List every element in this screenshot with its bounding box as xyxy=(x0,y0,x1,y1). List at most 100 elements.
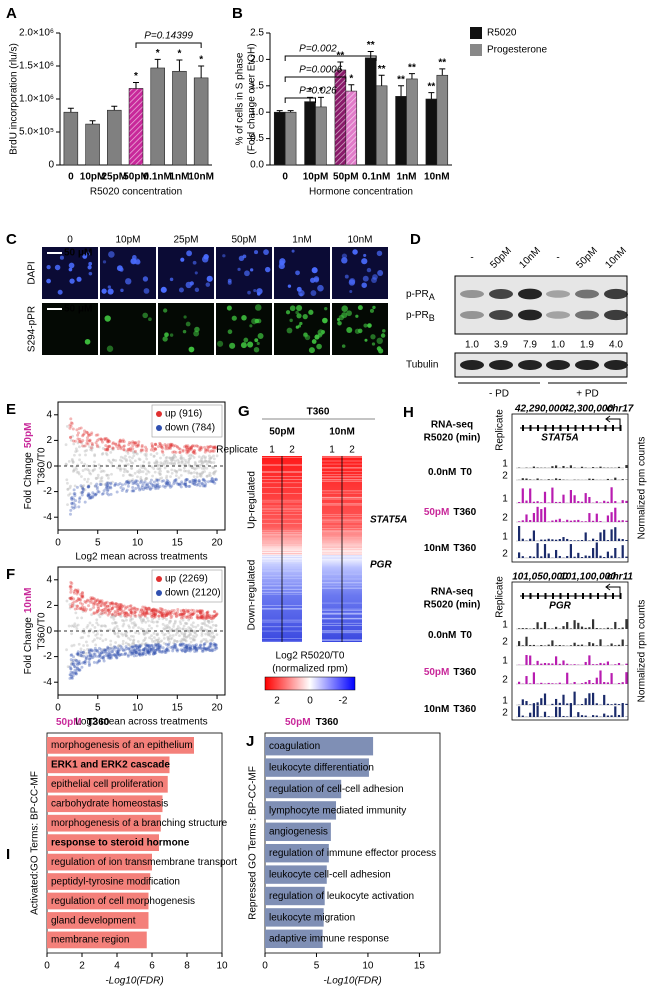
y-tick-label: 2.5 xyxy=(250,28,264,39)
cloud-point xyxy=(98,637,102,641)
cloud-point xyxy=(92,601,96,605)
panel-letter: J xyxy=(246,733,254,750)
cloud-point xyxy=(80,485,84,489)
coverage-bar xyxy=(599,521,602,522)
cloud-point xyxy=(192,638,196,642)
coverage-bar xyxy=(617,628,621,629)
cloud-point xyxy=(129,634,133,638)
cloud-point xyxy=(206,647,210,651)
cloud-point xyxy=(130,609,134,613)
cloud-point xyxy=(111,441,115,445)
cloud-point xyxy=(176,458,180,462)
condition-dose: 10nM xyxy=(424,704,450,715)
cloud-point xyxy=(88,608,92,612)
coverage-bar xyxy=(617,520,621,522)
cloud-point xyxy=(208,459,211,463)
cloud-point xyxy=(119,604,123,608)
cloud-point xyxy=(187,608,191,612)
cloud-point xyxy=(194,478,198,482)
coverage-bar xyxy=(569,540,572,541)
cloud-point xyxy=(184,444,188,448)
cloud-point xyxy=(107,473,110,477)
cloud-point xyxy=(95,649,99,653)
cloud-point xyxy=(72,663,76,667)
cloud-point xyxy=(143,453,147,456)
coverage-bar xyxy=(543,544,547,558)
cloud-point xyxy=(127,480,131,484)
cloud-point xyxy=(134,644,138,648)
cloud-point xyxy=(139,616,142,620)
cloud-point xyxy=(131,648,135,652)
cell xyxy=(247,290,251,295)
cloud-point xyxy=(182,463,186,466)
cloud-point xyxy=(193,479,197,483)
track-header: R5020 (min) xyxy=(424,433,481,444)
cloud-point xyxy=(111,613,114,617)
cloud-point xyxy=(126,605,130,609)
cloud-point xyxy=(136,646,140,650)
cloud-point xyxy=(180,482,184,486)
cloud-point xyxy=(193,480,197,484)
chart-title: 50pM T360 xyxy=(285,717,339,728)
cloud-point xyxy=(94,649,98,653)
cloud-point xyxy=(163,624,167,628)
coverage-bar xyxy=(617,714,621,717)
cloud-point xyxy=(81,444,85,448)
cloud-point xyxy=(143,648,147,652)
cloud-point xyxy=(116,651,120,655)
y-label-text: Fold Change xyxy=(23,452,34,510)
cloud-point xyxy=(137,457,141,461)
cell xyxy=(346,310,352,317)
cloud-point xyxy=(203,647,207,651)
cloud-point xyxy=(118,612,122,616)
legend-swatch xyxy=(470,44,482,56)
cloud-point xyxy=(147,607,151,611)
cloud-point xyxy=(81,487,85,491)
cloud-point xyxy=(109,450,113,454)
cloud-point xyxy=(158,646,162,650)
cloud-point xyxy=(89,448,92,452)
coverage-bar xyxy=(540,645,543,646)
cloud-point xyxy=(95,610,99,614)
cloud-point xyxy=(200,456,204,459)
cloud-point xyxy=(87,650,91,654)
cloud-point xyxy=(91,596,95,600)
replicate-number: 2 xyxy=(502,637,508,648)
cloud-point xyxy=(116,609,120,613)
cloud-point xyxy=(94,599,98,603)
cloud-point xyxy=(127,646,131,650)
cloud-point xyxy=(184,444,188,448)
cloud-point xyxy=(208,634,212,638)
coverage-bar xyxy=(621,520,624,522)
cloud-point xyxy=(83,660,87,664)
cloud-point xyxy=(121,639,125,643)
cell xyxy=(237,267,241,271)
cloud-point xyxy=(158,441,162,445)
cloud-point xyxy=(198,472,202,476)
cloud-point xyxy=(68,512,72,516)
cloud-point xyxy=(157,478,161,482)
cloud-point xyxy=(154,648,158,652)
cloud-point xyxy=(79,654,83,658)
coverage-bar xyxy=(625,500,628,503)
cloud-point xyxy=(213,481,217,485)
cell xyxy=(203,254,209,260)
cloud-point xyxy=(144,454,148,458)
cloud-point xyxy=(79,636,83,640)
cloud-point xyxy=(118,647,122,651)
cloud-point xyxy=(69,667,73,671)
coverage-bar xyxy=(518,521,521,522)
coverage-bar xyxy=(532,501,535,503)
quantification: 1.0 xyxy=(465,340,479,351)
cloud-point xyxy=(113,602,117,606)
cloud-point xyxy=(176,445,180,449)
cloud-point xyxy=(151,607,155,611)
cloud-point xyxy=(83,662,87,666)
cloud-point xyxy=(203,642,207,646)
cloud-point xyxy=(185,447,189,451)
band-name: p-PR xyxy=(406,289,429,300)
cloud-point xyxy=(141,488,145,492)
cloud-point xyxy=(107,611,111,615)
coverage-bar xyxy=(595,715,598,717)
cloud-point xyxy=(195,471,199,475)
